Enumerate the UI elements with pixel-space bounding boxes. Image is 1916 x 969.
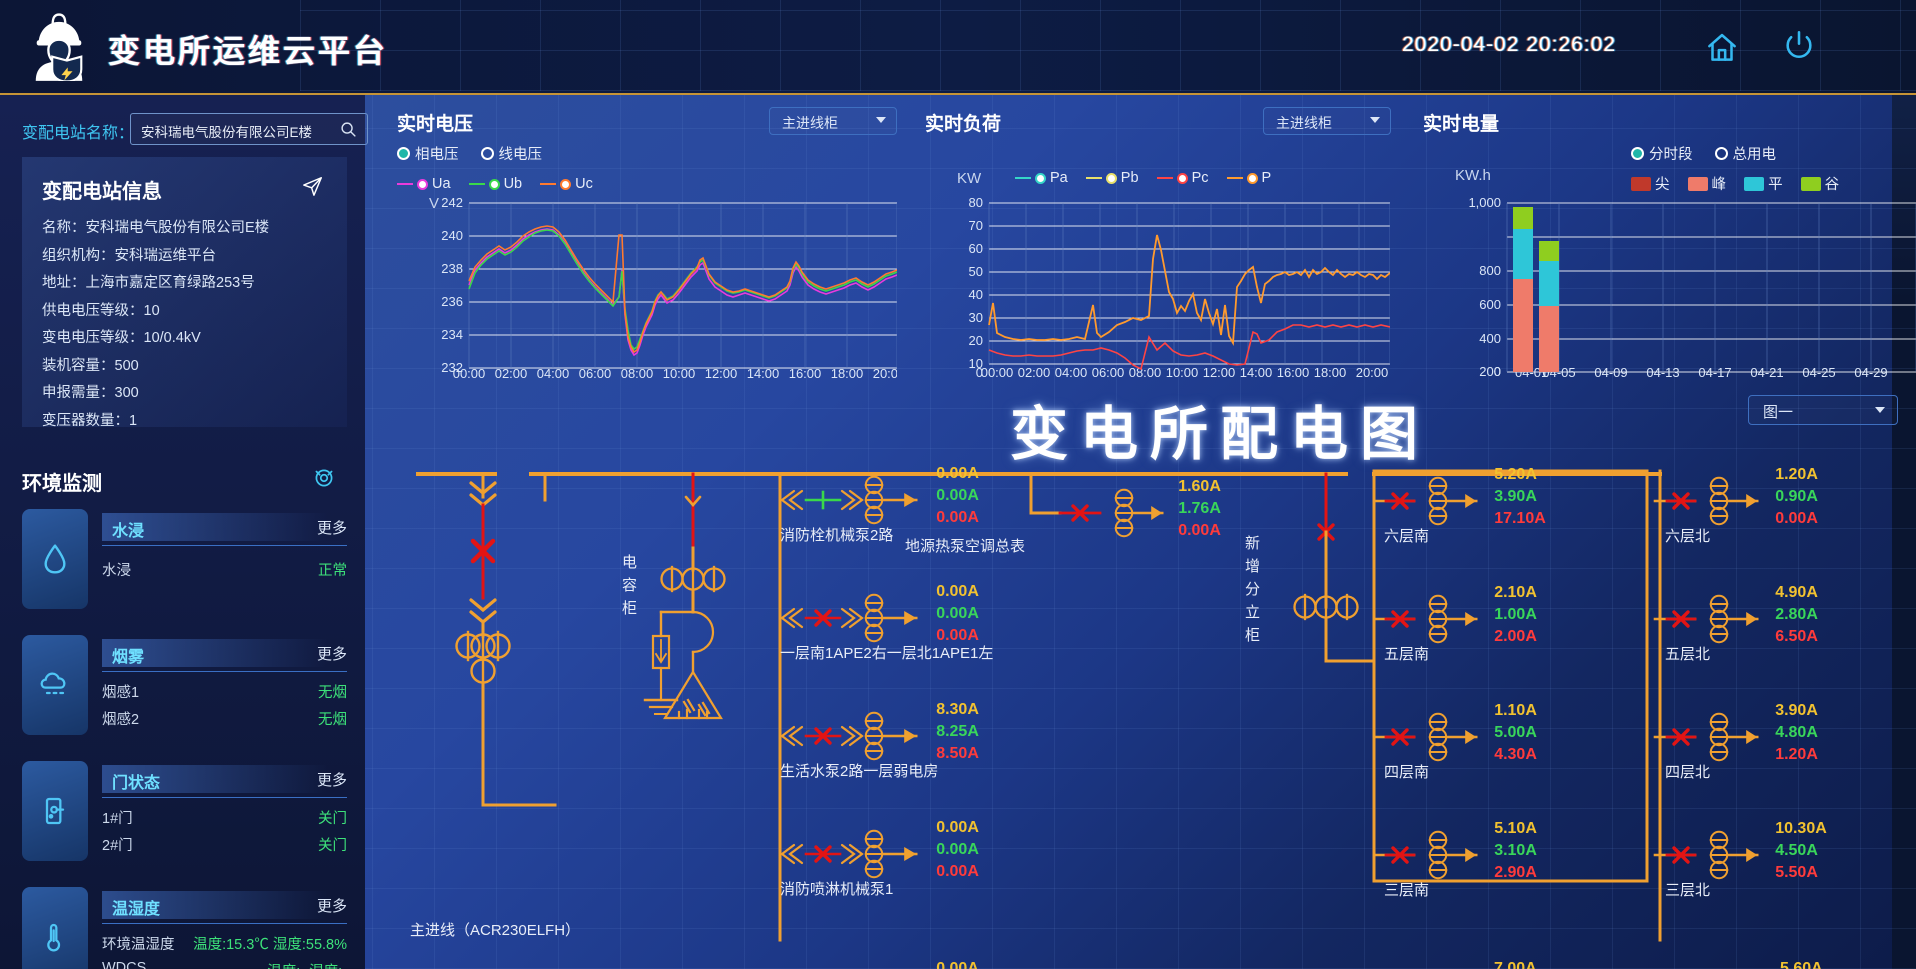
svg-text:立: 立 xyxy=(1245,604,1260,621)
svg-text:8.50A: 8.50A xyxy=(936,745,979,762)
svg-text:四层北: 四层北 xyxy=(1665,764,1710,781)
svg-text:4.50A: 4.50A xyxy=(1775,842,1818,859)
svg-text:2.10A: 2.10A xyxy=(1494,584,1537,601)
svg-text:6.50A: 6.50A xyxy=(1775,628,1818,645)
svg-text:三层北: 三层北 xyxy=(1665,882,1710,899)
svg-text:三层南: 三层南 xyxy=(1384,882,1429,899)
svg-text:生活水泵2路一层弱电房: 生活水泵2路一层弱电房 xyxy=(780,763,938,780)
svg-text:0.00A: 0.00A xyxy=(936,863,979,880)
svg-text:0.00A: 0.00A xyxy=(1178,522,1221,539)
svg-text:一层南1APE2右一层北1APE1左: 一层南1APE2右一层北1APE1左 xyxy=(780,645,993,662)
svg-text:1.10A: 1.10A xyxy=(1494,702,1537,719)
svg-text:1.00A: 1.00A xyxy=(1494,606,1537,623)
svg-text:17.10A: 17.10A xyxy=(1494,510,1546,527)
svg-text:1.76A: 1.76A xyxy=(1178,500,1221,517)
svg-text:7.00A: 7.00A xyxy=(1494,960,1537,969)
svg-text:5.00A: 5.00A xyxy=(1494,724,1537,741)
svg-text:消防栓机械泵2路: 消防栓机械泵2路 xyxy=(780,527,893,544)
svg-text:柜: 柜 xyxy=(622,600,637,617)
svg-text:0.00A: 0.00A xyxy=(936,487,979,504)
svg-text:3.90A: 3.90A xyxy=(1494,488,1537,505)
svg-text:5.20A: 5.20A xyxy=(1494,466,1537,483)
svg-text:0.00A: 0.00A xyxy=(936,509,979,526)
svg-text:3.90A: 3.90A xyxy=(1775,702,1818,719)
svg-text:8.25A: 8.25A xyxy=(936,723,979,740)
svg-text:2.00A: 2.00A xyxy=(1494,628,1537,645)
svg-text:4.80A: 4.80A xyxy=(1775,724,1818,741)
svg-text:0.00A: 0.00A xyxy=(936,841,979,858)
svg-text:消防喷淋机械泵1: 消防喷淋机械泵1 xyxy=(780,881,893,898)
svg-text:2.80A: 2.80A xyxy=(1775,606,1818,623)
svg-text:5.60A: 5.60A xyxy=(1780,960,1823,969)
svg-text:五层南: 五层南 xyxy=(1384,646,1429,663)
svg-text:柜: 柜 xyxy=(1245,627,1260,644)
svg-text:0.00A: 0.00A xyxy=(936,627,979,644)
svg-text:四层南: 四层南 xyxy=(1384,764,1429,781)
svg-text:0.00A: 0.00A xyxy=(1775,510,1818,527)
svg-text:1.20A: 1.20A xyxy=(1775,466,1818,483)
svg-text:4.30A: 4.30A xyxy=(1494,746,1537,763)
svg-text:4.90A: 4.90A xyxy=(1775,584,1818,601)
svg-text:0.00A: 0.00A xyxy=(936,583,979,600)
svg-text:8.30A: 8.30A xyxy=(936,701,979,718)
svg-text:分: 分 xyxy=(1245,581,1260,598)
svg-text:主进线（ACR230ELFH）: 主进线（ACR230ELFH） xyxy=(410,922,580,939)
svg-text:0.00A: 0.00A xyxy=(936,605,979,622)
svg-text:10.30A: 10.30A xyxy=(1775,820,1827,837)
svg-text:0.90A: 0.90A xyxy=(1775,488,1818,505)
svg-text:电: 电 xyxy=(622,554,637,571)
svg-text:1.20A: 1.20A xyxy=(1775,746,1818,763)
svg-text:0.00A: 0.00A xyxy=(936,819,979,836)
svg-text:0.00A: 0.00A xyxy=(936,465,979,482)
svg-text:五层北: 五层北 xyxy=(1665,646,1710,663)
svg-text:5.10A: 5.10A xyxy=(1494,820,1537,837)
svg-text:5.50A: 5.50A xyxy=(1775,864,1818,881)
svg-text:2.90A: 2.90A xyxy=(1494,864,1537,881)
svg-text:1.60A: 1.60A xyxy=(1178,478,1221,495)
svg-text:地源热泵空调总表: 地源热泵空调总表 xyxy=(905,538,1025,555)
svg-text:新: 新 xyxy=(1245,535,1260,552)
svg-text:容: 容 xyxy=(622,577,637,594)
svg-text:六层北: 六层北 xyxy=(1665,528,1710,545)
svg-text:六层南: 六层南 xyxy=(1384,528,1429,545)
svg-text:增: 增 xyxy=(1245,558,1260,575)
svg-text:0.00A: 0.00A xyxy=(936,960,979,969)
svg-text:3.10A: 3.10A xyxy=(1494,842,1537,859)
